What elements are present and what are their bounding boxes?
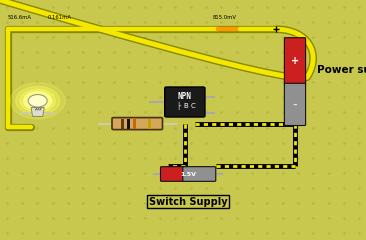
Text: 1.5V: 1.5V xyxy=(180,172,196,176)
FancyBboxPatch shape xyxy=(165,87,205,117)
Circle shape xyxy=(28,95,47,107)
FancyBboxPatch shape xyxy=(284,83,306,126)
Text: -: - xyxy=(293,99,297,109)
Text: Power supply: Power supply xyxy=(317,65,366,75)
Bar xyxy=(127,119,130,129)
FancyBboxPatch shape xyxy=(284,38,306,85)
Text: 516.6mA: 516.6mA xyxy=(8,15,32,20)
Circle shape xyxy=(16,86,60,115)
Circle shape xyxy=(10,83,65,119)
Text: Switch Supply: Switch Supply xyxy=(149,197,227,207)
Text: B: B xyxy=(183,103,188,109)
Text: ├: ├ xyxy=(176,102,180,110)
Circle shape xyxy=(24,92,52,110)
Polygon shape xyxy=(31,108,44,116)
Text: +: + xyxy=(291,56,299,66)
FancyBboxPatch shape xyxy=(183,167,216,181)
Text: NPN: NPN xyxy=(178,92,192,101)
Text: 815.0mV: 815.0mV xyxy=(212,15,236,20)
Bar xyxy=(133,119,136,129)
Bar xyxy=(121,119,124,129)
Text: 0.161mA: 0.161mA xyxy=(48,15,72,20)
Circle shape xyxy=(20,89,55,112)
Bar xyxy=(148,119,151,129)
FancyBboxPatch shape xyxy=(112,118,163,130)
Text: C: C xyxy=(191,103,195,109)
FancyBboxPatch shape xyxy=(161,167,185,181)
